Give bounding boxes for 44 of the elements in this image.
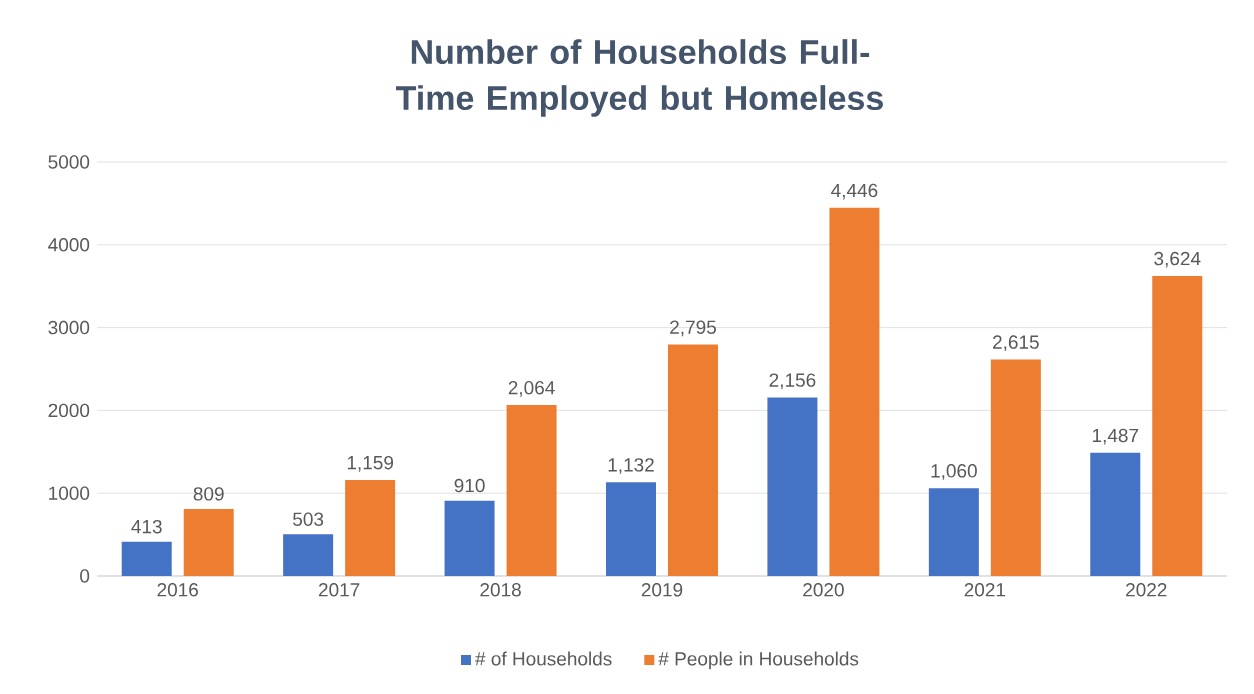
bar (345, 480, 396, 576)
data-label: 910 (454, 478, 485, 493)
data-label: 2,064 (508, 380, 555, 397)
bar (444, 500, 495, 576)
data-label: 1,487 (1092, 428, 1139, 445)
chart-title: Number of Households Full-Time Employed but Homeless (396, 39, 883, 117)
bar (606, 482, 656, 576)
data-label: 503 (293, 512, 324, 526)
bar (829, 207, 880, 576)
bar (121, 541, 172, 576)
x-tick-label: 2016 (157, 583, 198, 597)
bar (283, 534, 334, 576)
data-label: 1,132 (608, 458, 654, 474)
x-tick-label: 2020 (803, 583, 844, 597)
bar (928, 488, 979, 576)
bar (767, 397, 818, 576)
legend-label: # of Households (475, 651, 612, 666)
y-tick-label: 4000 (48, 238, 90, 252)
data-label: 413 (131, 519, 162, 534)
y-tick-label: 2000 (48, 403, 90, 418)
data-label: 1,060 (931, 464, 977, 480)
y-tick-label: 0 (80, 569, 90, 583)
y-tick-label: 3000 (48, 320, 90, 335)
y-tick-label: 5000 (48, 155, 90, 169)
data-label: 2,795 (670, 320, 716, 337)
bar (1152, 275, 1203, 576)
bar (990, 359, 1041, 576)
x-tick-label: 2019 (641, 583, 683, 597)
data-label: 4,446 (831, 183, 878, 200)
legend-label: # People in Households (658, 651, 859, 670)
y-tick-label: 1000 (49, 486, 90, 500)
data-label: 809 (193, 487, 224, 501)
data-label: 2,156 (769, 373, 816, 390)
data-label: 3,624 (1154, 251, 1201, 268)
data-label: 2,615 (993, 335, 1039, 352)
x-tick-label: 2017 (318, 583, 360, 597)
data-label: 1,159 (347, 455, 394, 472)
x-tick-label: 2018 (480, 583, 521, 597)
x-tick-label: 2021 (964, 583, 1006, 597)
bar (183, 509, 234, 576)
x-tick-label: 2022 (1126, 583, 1167, 597)
bar (506, 405, 557, 576)
bar (1090, 452, 1141, 576)
bar (667, 344, 718, 576)
